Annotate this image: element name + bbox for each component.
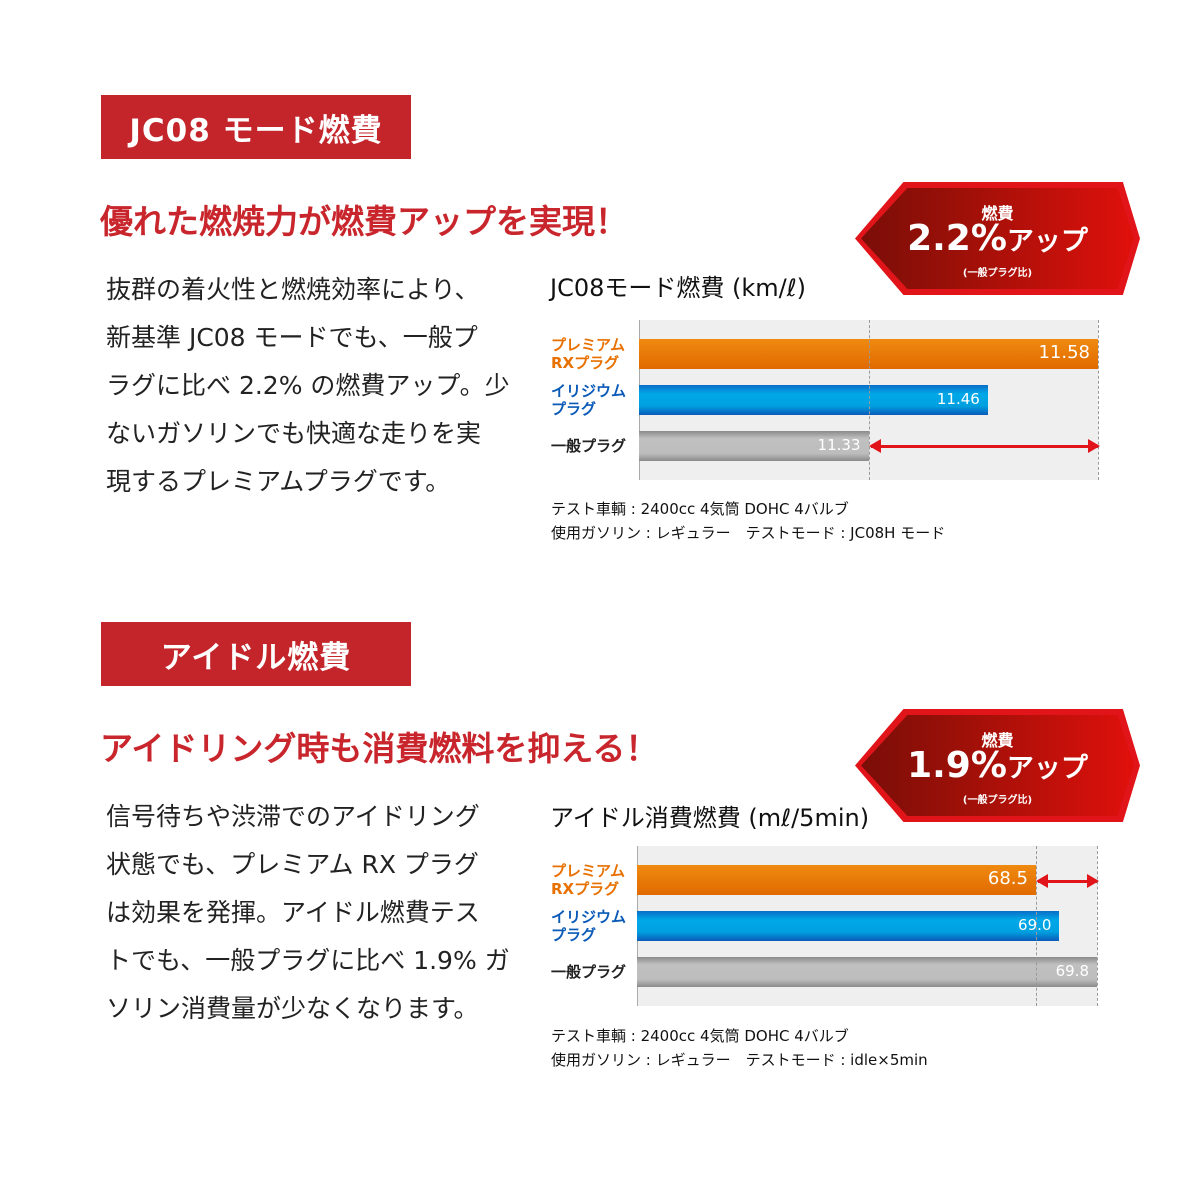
bar: 11.46 xyxy=(639,385,988,415)
improvement-badge: 燃費 1.9%アップ (一般プラグ比) xyxy=(855,709,1140,822)
improvement-badge: 燃費 2.2%アップ (一般プラグ比) xyxy=(855,182,1140,295)
bar-value-label: 11.58 xyxy=(1038,342,1090,363)
reference-line xyxy=(1097,846,1098,1006)
body-line: は効果を発揮。アイドル燃費テス xyxy=(106,898,480,927)
bar: 69.8 xyxy=(637,957,1097,987)
category-label: イリジウム プラグ xyxy=(551,382,627,418)
bar: 68.5 xyxy=(637,865,1036,895)
chart-title: JC08モード燃費 (km/ℓ) xyxy=(550,274,807,302)
category-label: プレミアム RXプラグ xyxy=(551,862,625,898)
difference-arrow xyxy=(868,439,1100,453)
section-title: アイドル燃費 xyxy=(101,622,411,686)
body-line: 現するプレミアムプラグです。 xyxy=(106,467,451,496)
body-line: ソリン消費量が少なくなります。 xyxy=(106,994,479,1023)
reference-line xyxy=(1098,320,1099,480)
badge-label: 燃費 xyxy=(981,204,1014,223)
category-label: 一般プラグ xyxy=(551,437,627,455)
bar: 69.0 xyxy=(637,911,1060,941)
badge-value: 1.9% xyxy=(907,745,1007,786)
body-line: トでも、一般プラグに比べ 1.9% ガ xyxy=(106,946,510,975)
headline: 優れた燃焼力が燃費アップを実現！ xyxy=(100,202,628,241)
section-title: JC08 モード燃費 xyxy=(101,95,411,159)
badge-value: 2.2% xyxy=(907,218,1007,259)
body-line: ないガソリンでも快適な走りを実 xyxy=(106,419,482,448)
reference-line xyxy=(1035,846,1037,1006)
badge-suffix: アップ xyxy=(1006,226,1088,257)
difference-arrow xyxy=(1035,874,1100,888)
test-notes: テスト車輌 : 2400cc 4気筒 DOHC 4バルブ 使用ガソリン : レギュ… xyxy=(551,500,946,542)
headline: アイドリング時も消費燃料を抑える！ xyxy=(100,729,659,768)
category-label: イリジウム プラグ xyxy=(551,908,627,944)
bar-value-label: 11.33 xyxy=(817,436,861,454)
chart-title: アイドル消費燃費 (mℓ/5min) xyxy=(550,804,870,832)
bar-value-label: 68.5 xyxy=(987,868,1028,889)
reference-line xyxy=(868,320,870,480)
badge-note: (一般プラグ比) xyxy=(962,268,1033,279)
badge-label: 燃費 xyxy=(981,731,1014,750)
badge-suffix: アップ xyxy=(1006,753,1088,784)
badge-note: (一般プラグ比) xyxy=(962,795,1033,806)
body-line: 信号待ちや渋滞でのアイドリング xyxy=(106,802,480,831)
body-text: 信号待ちや渋滞でのアイドリング 状態でも、プレミアム RX プラグ は効果を発揮。ア… xyxy=(106,793,516,1033)
body-text: 抜群の着火性と燃焼効率により、 新基準 JC08 モードでも、一般プラグに比べ 2… xyxy=(106,266,516,506)
bar: 11.33 xyxy=(639,431,869,461)
bar-value-label: 69.8 xyxy=(1055,962,1089,980)
body-line: 状態でも、プレミアム RX プラグ xyxy=(106,850,479,879)
bar-value-label: 69.0 xyxy=(1018,916,1052,934)
body-line: 抜群の着火性と燃焼効率により、 xyxy=(106,275,480,304)
test-notes: テスト車輌 : 2400cc 4気筒 DOHC 4バルブ 使用ガソリン : レギュ… xyxy=(551,1027,928,1069)
category-label: プレミアム RXプラグ xyxy=(551,336,625,372)
body-line: ラグに比べ 2.2% の燃費アップ。少 xyxy=(106,371,510,400)
category-label: 一般プラグ xyxy=(551,963,627,981)
bar-value-label: 11.46 xyxy=(936,390,980,408)
body-line: 新基準 JC08 モードでも、一般プ xyxy=(106,323,478,352)
